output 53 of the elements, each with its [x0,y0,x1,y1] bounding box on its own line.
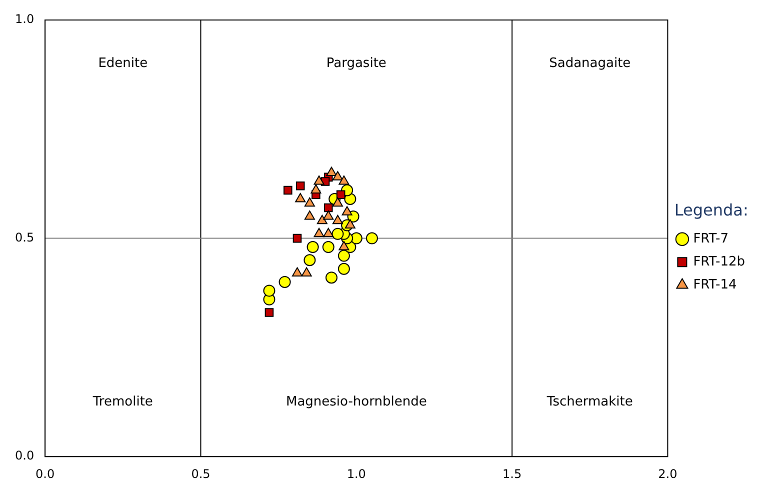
point [338,262,350,275]
point [332,214,343,224]
point [278,276,291,288]
legend-label: FRT-7 [693,231,728,246]
point [314,176,324,185]
point [322,241,334,254]
y-tick-label: 1.0 [14,12,34,26]
point [310,184,322,194]
point [304,254,316,266]
legend-title: Legenda: [674,200,748,220]
point [284,186,292,195]
point [336,190,346,200]
point [338,241,350,250]
point [338,176,350,185]
point [324,203,333,212]
point [304,197,315,207]
x-tick-label: 1.5 [502,466,522,481]
annotation: Tschermakite [546,394,633,410]
y-tick-label: 0.5 [14,230,34,244]
x-tick-label: 0.5 [191,466,210,481]
point [292,267,303,276]
point [263,284,276,297]
point [332,171,343,180]
x-tick-label: 0.0 [36,466,55,481]
annotation: Sadanagaite [549,56,631,72]
point [292,234,302,243]
point [325,272,338,284]
y-tick-label: 0.0 [14,448,34,463]
annotation: Tremolite [92,394,153,410]
x-tick-label: 2.0 [658,466,678,481]
point [264,308,274,317]
point [304,210,315,220]
point [296,182,305,190]
point [306,241,319,254]
annotation: Magnesio-hornblende [286,394,427,410]
point [366,232,378,244]
point [301,267,312,276]
point [332,197,343,207]
annotation: Pargasite [326,56,386,72]
annotation: Edenite [98,56,148,72]
point [295,193,306,202]
legend-label: FRT-12b [693,254,745,270]
point [342,206,352,216]
point [323,210,334,220]
legend-label: FRT-14 [693,277,737,292]
x-tick-label: 1.0 [346,466,366,481]
point [323,228,334,238]
point [326,166,337,176]
point [316,214,328,224]
point [338,250,350,262]
point [332,228,344,240]
point [314,228,324,238]
point [344,219,356,228]
